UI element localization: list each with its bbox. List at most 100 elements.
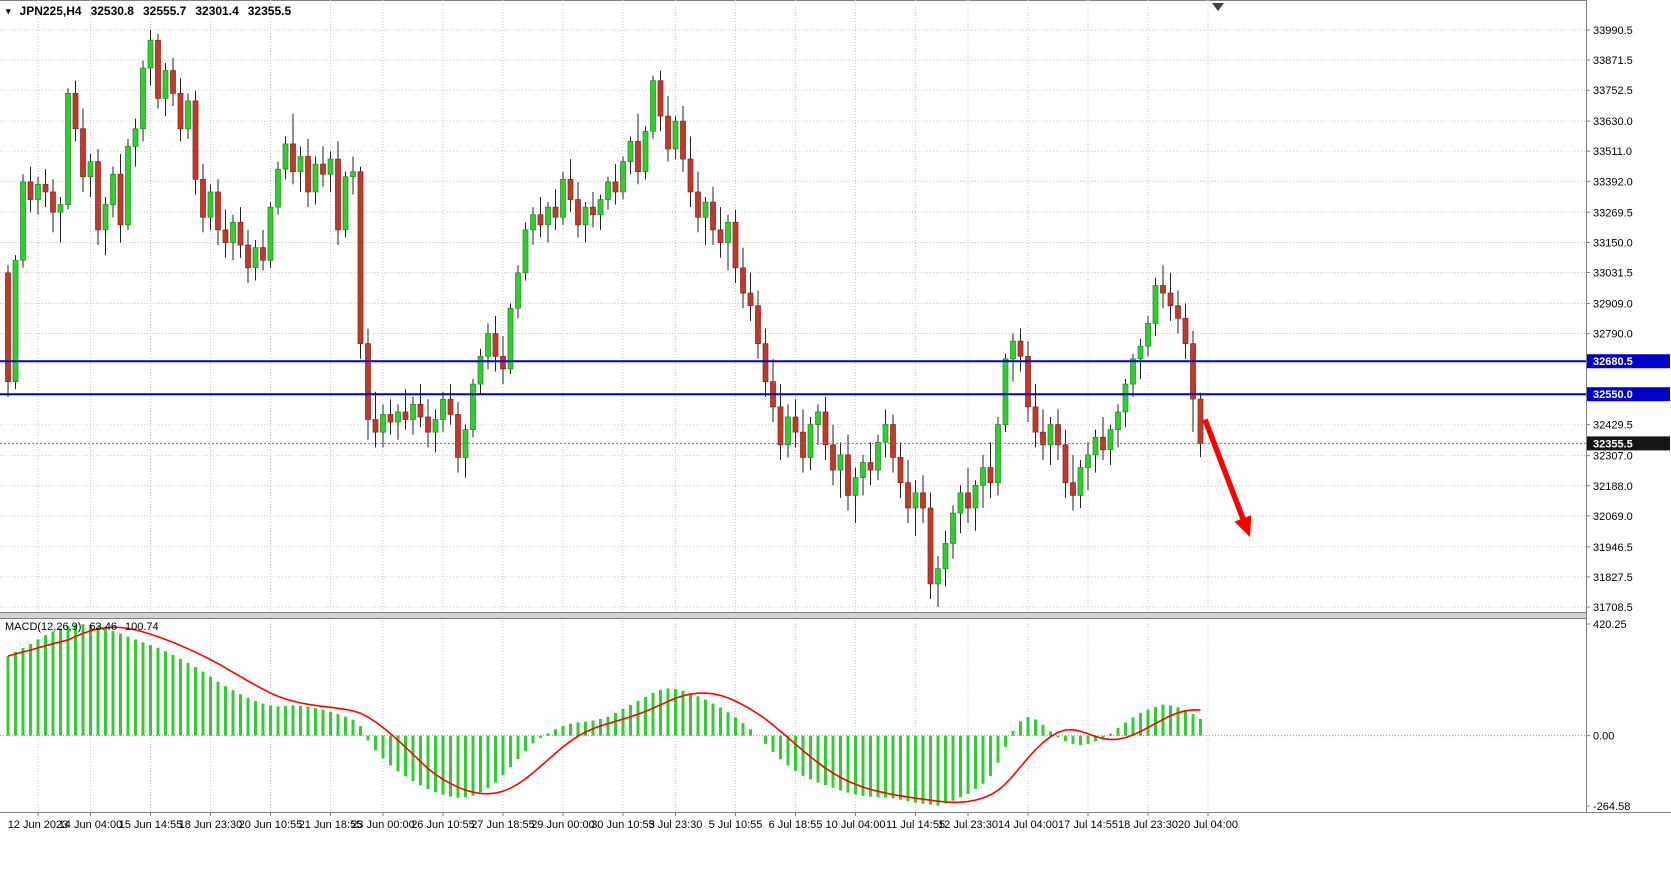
candle-body-up — [950, 512, 956, 544]
candle-body-down — [42, 184, 49, 193]
price-axis-label: 31946.5 — [1593, 542, 1633, 554]
candle-body-down — [755, 305, 761, 345]
candle-body-up — [507, 307, 514, 370]
symbol-dropdown-icon[interactable]: ▾ — [6, 6, 11, 16]
candle-body-down — [155, 39, 161, 99]
candle-body-down — [987, 467, 994, 484]
candle-body-down — [402, 411, 409, 420]
level-price-tag-text: 32680.5 — [1593, 356, 1633, 368]
candle-body-down — [215, 191, 221, 231]
candle-body-up — [147, 39, 154, 69]
candle-body-up — [627, 141, 634, 162]
candle-body-up — [650, 80, 656, 132]
candle-body-up — [350, 171, 356, 178]
candle-body-down — [177, 92, 184, 130]
candle-body-up — [485, 333, 491, 357]
candle-body-up — [477, 355, 484, 385]
price-axis-label: 31827.5 — [1593, 572, 1633, 584]
candle-body-down — [1160, 285, 1166, 294]
price-axis-label: 32790.0 — [1593, 329, 1633, 341]
candle-body-up — [912, 492, 919, 509]
price-axis-label: 33630.0 — [1593, 116, 1633, 128]
candle-body-down — [657, 80, 664, 117]
candle-body-down — [1025, 355, 1031, 408]
candle-body-down — [1190, 343, 1196, 400]
candle-body-up — [860, 462, 866, 479]
candle-body-down — [717, 229, 724, 243]
candle-body-down — [245, 244, 251, 269]
candle-body-up — [282, 143, 289, 170]
candle-body-down — [1062, 444, 1069, 484]
level-price-tag — [1587, 354, 1670, 369]
candle-body-down — [387, 414, 394, 423]
candle-body-down — [867, 462, 874, 471]
panel-separator[interactable] — [0, 612, 1671, 619]
price-axis-label: 33150.0 — [1593, 238, 1633, 250]
candle-body-up — [515, 272, 521, 309]
candle-body-down — [612, 181, 619, 193]
price-axis-label: 32307.0 — [1593, 451, 1633, 463]
candle-body-down — [237, 221, 244, 246]
candle-body-down — [905, 482, 911, 509]
candle-body-down — [1182, 318, 1189, 345]
macd-signal-value: 100.74 — [124, 621, 159, 633]
candle-body-up — [882, 424, 889, 443]
close-value: 32355.5 — [247, 4, 292, 18]
candle-body-up — [980, 467, 986, 486]
price-axis-label: 33031.5 — [1593, 267, 1633, 279]
time-axis-label: 14 Jun 04:00 — [59, 819, 123, 831]
price-axis-label: 33269.5 — [1593, 207, 1633, 219]
chart-shift-marker[interactable] — [1212, 3, 1224, 11]
candle-body-up — [1152, 285, 1159, 324]
candle-body-down — [710, 201, 716, 231]
candle-body-up — [125, 146, 131, 226]
candle-body-up — [57, 204, 64, 213]
candle-body-up — [837, 454, 844, 471]
candle-body-down — [575, 199, 581, 226]
trend-arrow-head[interactable] — [1234, 515, 1252, 538]
time-axis-label: 3 Jul 23:30 — [649, 819, 703, 831]
candle-body-down — [665, 115, 671, 150]
candle-body-up — [642, 130, 649, 173]
chart-ohlc-header: ▾ JPN225,H4 32530.8 32555.7 32301.4 3235… — [6, 4, 291, 18]
candle-body-up — [1085, 454, 1091, 468]
time-axis-label: 11 Jul 14:55 — [886, 819, 945, 831]
time-axis-label: 21 Jun 18:55 — [299, 819, 363, 831]
time-axis-label: 17 Jul 14:55 — [1058, 819, 1118, 831]
candle-body-up — [545, 206, 551, 226]
candle-body-down — [200, 178, 206, 218]
macd-axis-label: 0.00 — [1593, 731, 1614, 743]
candle-body-down — [927, 507, 934, 585]
candle-body-down — [5, 272, 11, 382]
candle-body-up — [942, 543, 949, 570]
candle-body-down — [192, 100, 199, 180]
candle-body-up — [1092, 436, 1099, 456]
candle-body-down — [732, 221, 739, 269]
candle-body-up — [1002, 358, 1009, 425]
candle-body-down — [320, 163, 326, 175]
candle-body-up — [140, 67, 146, 130]
macd-axis-label: 420.25 — [1593, 619, 1627, 631]
price-axis-label: 33752.5 — [1593, 85, 1633, 97]
candle-body-up — [1130, 358, 1136, 385]
candle-body-down — [897, 457, 904, 484]
symbol-timeframe-label: JPN225,H4 — [19, 4, 82, 18]
candle-body-up — [35, 184, 41, 200]
candle-body-up — [1047, 424, 1054, 446]
candle-body-up — [560, 178, 566, 218]
candle-body-down — [740, 267, 746, 294]
time-axis-label: 12 Jun 2023 — [8, 819, 69, 831]
price-axis-strip — [1586, 0, 1671, 812]
candle-body-down — [50, 191, 56, 213]
candle-body-up — [432, 419, 439, 433]
price-axis-label: 33871.5 — [1593, 55, 1633, 67]
candle-body-down — [27, 181, 34, 200]
candle-body-up — [1145, 323, 1151, 347]
trend-arrow-shaft[interactable] — [1202, 418, 1248, 525]
price-axis-label: 32429.5 — [1593, 420, 1633, 432]
macd-main-value: 63.46 — [89, 621, 117, 633]
price-axis-label: 32188.0 — [1593, 481, 1633, 493]
time-axis-label: 20 Jun 10:55 — [239, 819, 303, 831]
candle-body-up — [972, 484, 979, 509]
